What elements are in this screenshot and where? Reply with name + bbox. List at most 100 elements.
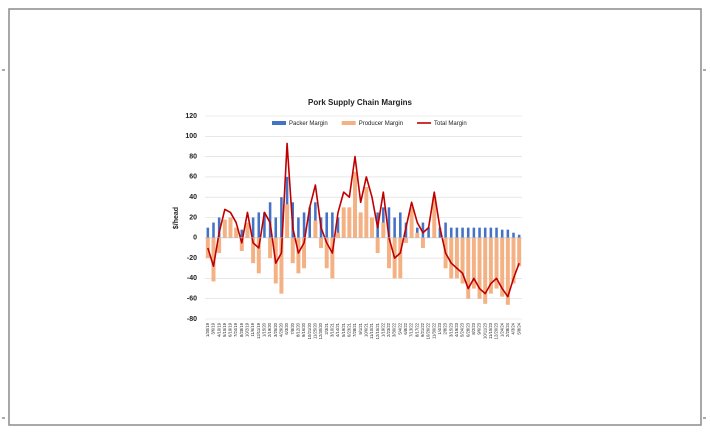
- legend-swatch: [341, 121, 356, 125]
- bar: [375, 237, 380, 254]
- x-tick-label: 4/29/20: [279, 322, 284, 337]
- x-tick-label: 5/4/22: [397, 322, 402, 334]
- bar: [398, 237, 403, 279]
- x-tick-label: 6/8/22: [403, 322, 408, 334]
- x-tick-label: 12/20/23: [494, 322, 499, 339]
- x-tick-label: 1/30/19: [205, 322, 210, 337]
- y-tick-label: 20: [189, 214, 197, 221]
- x-tick-label: 8/12/20: [296, 322, 301, 337]
- x-tick-label: 10/26/22: [426, 322, 431, 339]
- bar: [212, 222, 215, 238]
- bar: [314, 202, 317, 238]
- x-tick-label: 4/3/24: [511, 322, 516, 334]
- y-axis-label: $/head: [173, 207, 180, 229]
- bar: [211, 237, 216, 282]
- bar: [256, 237, 261, 274]
- y-tick-label: 80: [189, 153, 197, 160]
- x-tick-label: 2/28/24: [505, 322, 510, 337]
- bar: [234, 227, 239, 238]
- y-tick-label: 120: [185, 113, 197, 120]
- x-tick-label: 11/30/22: [431, 322, 436, 339]
- bar: [319, 237, 324, 248]
- bar: [477, 237, 482, 299]
- x-tick-label: 11/10/21: [369, 322, 374, 339]
- y-tick-label: 100: [185, 133, 197, 140]
- bar: [228, 217, 233, 238]
- bar: [517, 237, 522, 267]
- bar: [512, 232, 515, 238]
- bar: [325, 212, 328, 238]
- bar: [517, 234, 521, 238]
- bar: [489, 227, 493, 238]
- x-tick-label: 12/11/19: [256, 322, 261, 339]
- x-tick-label: 4/10/19: [216, 322, 221, 337]
- bar: [387, 207, 391, 238]
- y-tick-label: -40: [187, 275, 197, 282]
- bar: [393, 217, 396, 238]
- bar: [455, 227, 459, 238]
- x-tick-label: 1/15/20: [262, 322, 267, 337]
- bar: [331, 212, 334, 238]
- x-tick-label: 5/8/24: [516, 322, 521, 334]
- bar: [263, 212, 266, 238]
- bar: [488, 237, 493, 294]
- bar: [336, 232, 341, 238]
- bar: [206, 227, 210, 238]
- bar: [240, 229, 244, 238]
- bar: [466, 237, 471, 299]
- x-tick-label: 11/25/20: [312, 322, 317, 339]
- bar: [386, 237, 391, 269]
- x-tick-label: 6/23/21: [346, 322, 351, 337]
- bar: [364, 187, 369, 238]
- x-tick-label: 5/24/23: [460, 322, 465, 337]
- x-tick-label: 1/24/24: [499, 322, 504, 337]
- bar: [494, 237, 499, 289]
- x-tick-label: 5/15/19: [222, 322, 227, 337]
- legend-label: Producer Margin: [359, 121, 403, 127]
- x-tick-label: 9/16/20: [301, 322, 306, 337]
- x-tick-label: 2/23/22: [386, 322, 391, 337]
- bar: [399, 212, 402, 238]
- x-tick-label: 2/8/23: [443, 322, 448, 334]
- bar: [245, 222, 250, 238]
- bar: [347, 207, 352, 238]
- y-tick-label: 60: [189, 174, 197, 181]
- x-tick-label: 11/6/19: [250, 322, 255, 336]
- x-tick-label: 3/15/23: [448, 322, 453, 337]
- x-tick-label: 12/30/20: [318, 322, 323, 339]
- x-tick-label: 10/21/20: [307, 322, 312, 339]
- x-tick-label: 1/19/22: [380, 322, 385, 337]
- bar: [449, 237, 454, 279]
- bar: [415, 232, 420, 238]
- x-tick-label: 7/8/20: [290, 322, 295, 334]
- bar: [432, 197, 437, 238]
- bar: [444, 222, 447, 238]
- bar: [280, 197, 283, 238]
- bar: [268, 202, 272, 238]
- bar: [416, 227, 419, 238]
- bar: [511, 237, 516, 284]
- x-tick-label: 7/28/21: [352, 322, 357, 337]
- x-tick-label: 7/13/22: [409, 322, 414, 337]
- bar: [460, 237, 465, 284]
- bar: [461, 227, 464, 238]
- x-tick-label: 2/19/20: [267, 322, 272, 337]
- line: [207, 142, 520, 298]
- chart-title: Pork Supply Chain Margins: [308, 98, 413, 107]
- bar: [370, 217, 374, 238]
- legend-label: Packer Margin: [289, 121, 328, 127]
- legend-label: Total Margin: [434, 121, 467, 127]
- x-tick-label: 9/6/23: [477, 322, 482, 334]
- x-tick-label: 7/24/19: [233, 322, 238, 337]
- x-tick-label: 6/28/23: [465, 322, 470, 337]
- bar: [222, 219, 227, 238]
- x-tick-label: 9/21/22: [420, 322, 425, 337]
- bar: [285, 204, 290, 238]
- y-tick-label: -60: [187, 296, 197, 303]
- bar: [483, 237, 488, 304]
- bar: [251, 217, 255, 238]
- x-tick-label: 8/17/22: [414, 322, 419, 337]
- x-tick-label: 9/1/21: [358, 322, 363, 334]
- x-tick-label: 3/6/19: [211, 322, 216, 334]
